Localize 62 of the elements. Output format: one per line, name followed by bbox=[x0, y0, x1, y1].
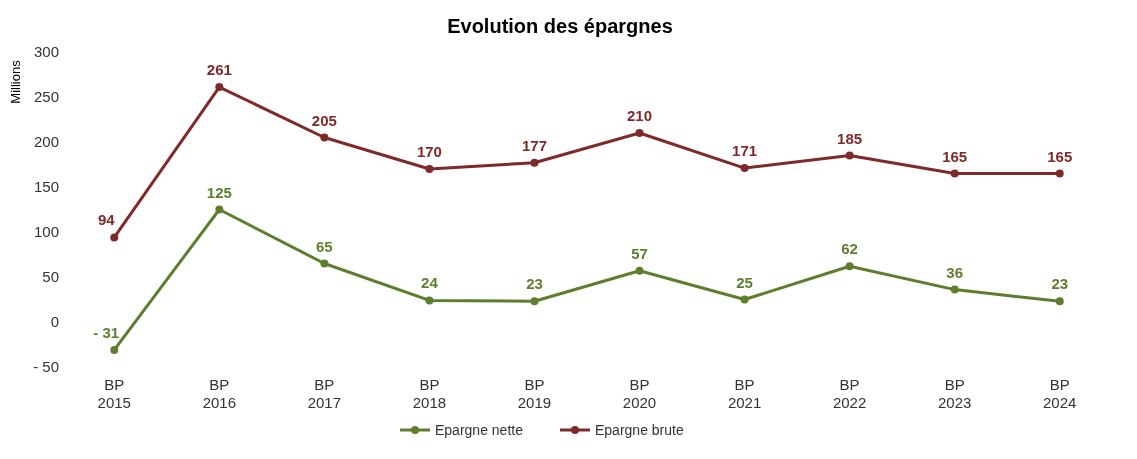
y-tick-label: 150 bbox=[33, 178, 59, 196]
point bbox=[110, 345, 119, 354]
x-tick-label: BP 2017 bbox=[307, 376, 342, 411]
point bbox=[110, 233, 119, 242]
y-axis-title: Millions bbox=[8, 59, 23, 104]
point bbox=[530, 297, 539, 306]
data-label: 62 bbox=[841, 240, 858, 258]
y-tick-label: 100 bbox=[33, 223, 59, 241]
x-tick-label: BP 2015 bbox=[97, 376, 131, 411]
data-label: 170 bbox=[416, 143, 442, 160]
data-label: 65 bbox=[316, 237, 333, 255]
point bbox=[320, 133, 329, 142]
data-label: 261 bbox=[206, 61, 232, 79]
point bbox=[845, 262, 854, 271]
data-label: 171 bbox=[732, 142, 758, 160]
x-tick-label: BP 2024 bbox=[1043, 376, 1077, 411]
data-label: 57 bbox=[631, 244, 648, 262]
y-tick-label: - 50 bbox=[33, 358, 59, 376]
point bbox=[740, 164, 749, 173]
data-label: 185 bbox=[837, 129, 863, 147]
point bbox=[530, 158, 539, 167]
y-tick-label: 50 bbox=[42, 268, 59, 286]
data-label: 125 bbox=[206, 183, 232, 201]
x-tick-label: BP 2023 bbox=[937, 376, 972, 411]
x-tick-label: BP 2020 bbox=[622, 376, 657, 411]
chart-title: Evolution des épargnes bbox=[447, 15, 673, 37]
point bbox=[1055, 169, 1064, 178]
point bbox=[320, 259, 329, 268]
legend-label: Epargne brute bbox=[595, 421, 684, 438]
y-tick-label: 250 bbox=[33, 88, 59, 106]
point bbox=[950, 285, 959, 294]
point bbox=[425, 165, 434, 173]
y-tick-label: 300 bbox=[33, 43, 59, 61]
point bbox=[950, 169, 959, 178]
point bbox=[635, 266, 644, 275]
point bbox=[635, 129, 644, 137]
point bbox=[215, 83, 224, 92]
x-tick-label: BP 2018 bbox=[412, 376, 447, 411]
data-label: 23 bbox=[1051, 275, 1069, 293]
x-tick-label: BP 2021 bbox=[727, 376, 762, 411]
data-label: 24 bbox=[421, 274, 439, 292]
point bbox=[845, 151, 854, 160]
data-label: 94 bbox=[97, 211, 116, 229]
data-label: 165 bbox=[942, 147, 968, 165]
x-tick-label: BP 2022 bbox=[832, 376, 867, 411]
legend-label: Epargne nette bbox=[435, 421, 524, 438]
data-label: 177 bbox=[521, 136, 547, 154]
data-label: 165 bbox=[1047, 147, 1073, 165]
point bbox=[740, 295, 749, 304]
data-label: 25 bbox=[736, 273, 753, 291]
y-tick-label: 200 bbox=[33, 133, 59, 151]
data-label: 210 bbox=[627, 107, 653, 124]
data-label: 36 bbox=[946, 263, 964, 281]
point bbox=[215, 205, 224, 214]
y-tick-label: 0 bbox=[50, 313, 59, 331]
point bbox=[425, 296, 434, 305]
data-label: - 31 bbox=[93, 323, 120, 341]
data-label: 205 bbox=[311, 111, 337, 129]
x-tick-label: BP 2016 bbox=[202, 376, 237, 411]
point bbox=[1055, 297, 1064, 306]
data-label: 23 bbox=[526, 275, 543, 293]
x-tick-label: BP 2019 bbox=[517, 376, 552, 411]
